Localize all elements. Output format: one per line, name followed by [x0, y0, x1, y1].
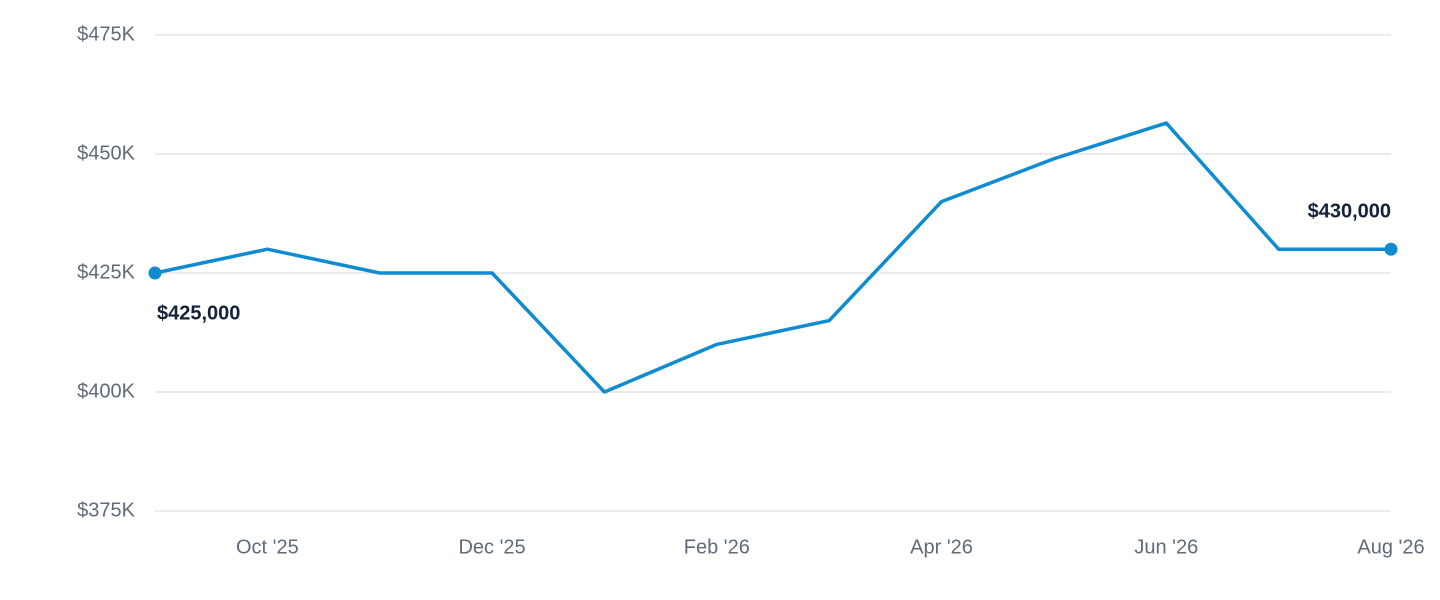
point [148, 266, 162, 280]
y-tick-label: $375K [77, 499, 135, 521]
y-tick-label: $475K [77, 23, 135, 45]
y-tick-label: $425K [77, 261, 135, 283]
line [154, 121, 1391, 394]
data-label: $430,000 [1308, 200, 1391, 222]
x-tick-label: Jun '26 [1134, 536, 1198, 558]
x-tick-label: Aug '26 [1357, 536, 1424, 558]
point [1384, 242, 1398, 256]
x-tick-label: Dec '25 [458, 536, 525, 558]
x-tick-label: Oct '25 [236, 536, 299, 558]
y-tick-label: $450K [77, 142, 135, 164]
y-tick-label: $400K [77, 380, 135, 402]
data-label: $425,000 [157, 302, 240, 324]
x-tick-label: Apr '26 [910, 536, 973, 558]
x-tick-label: Feb '26 [684, 536, 750, 558]
